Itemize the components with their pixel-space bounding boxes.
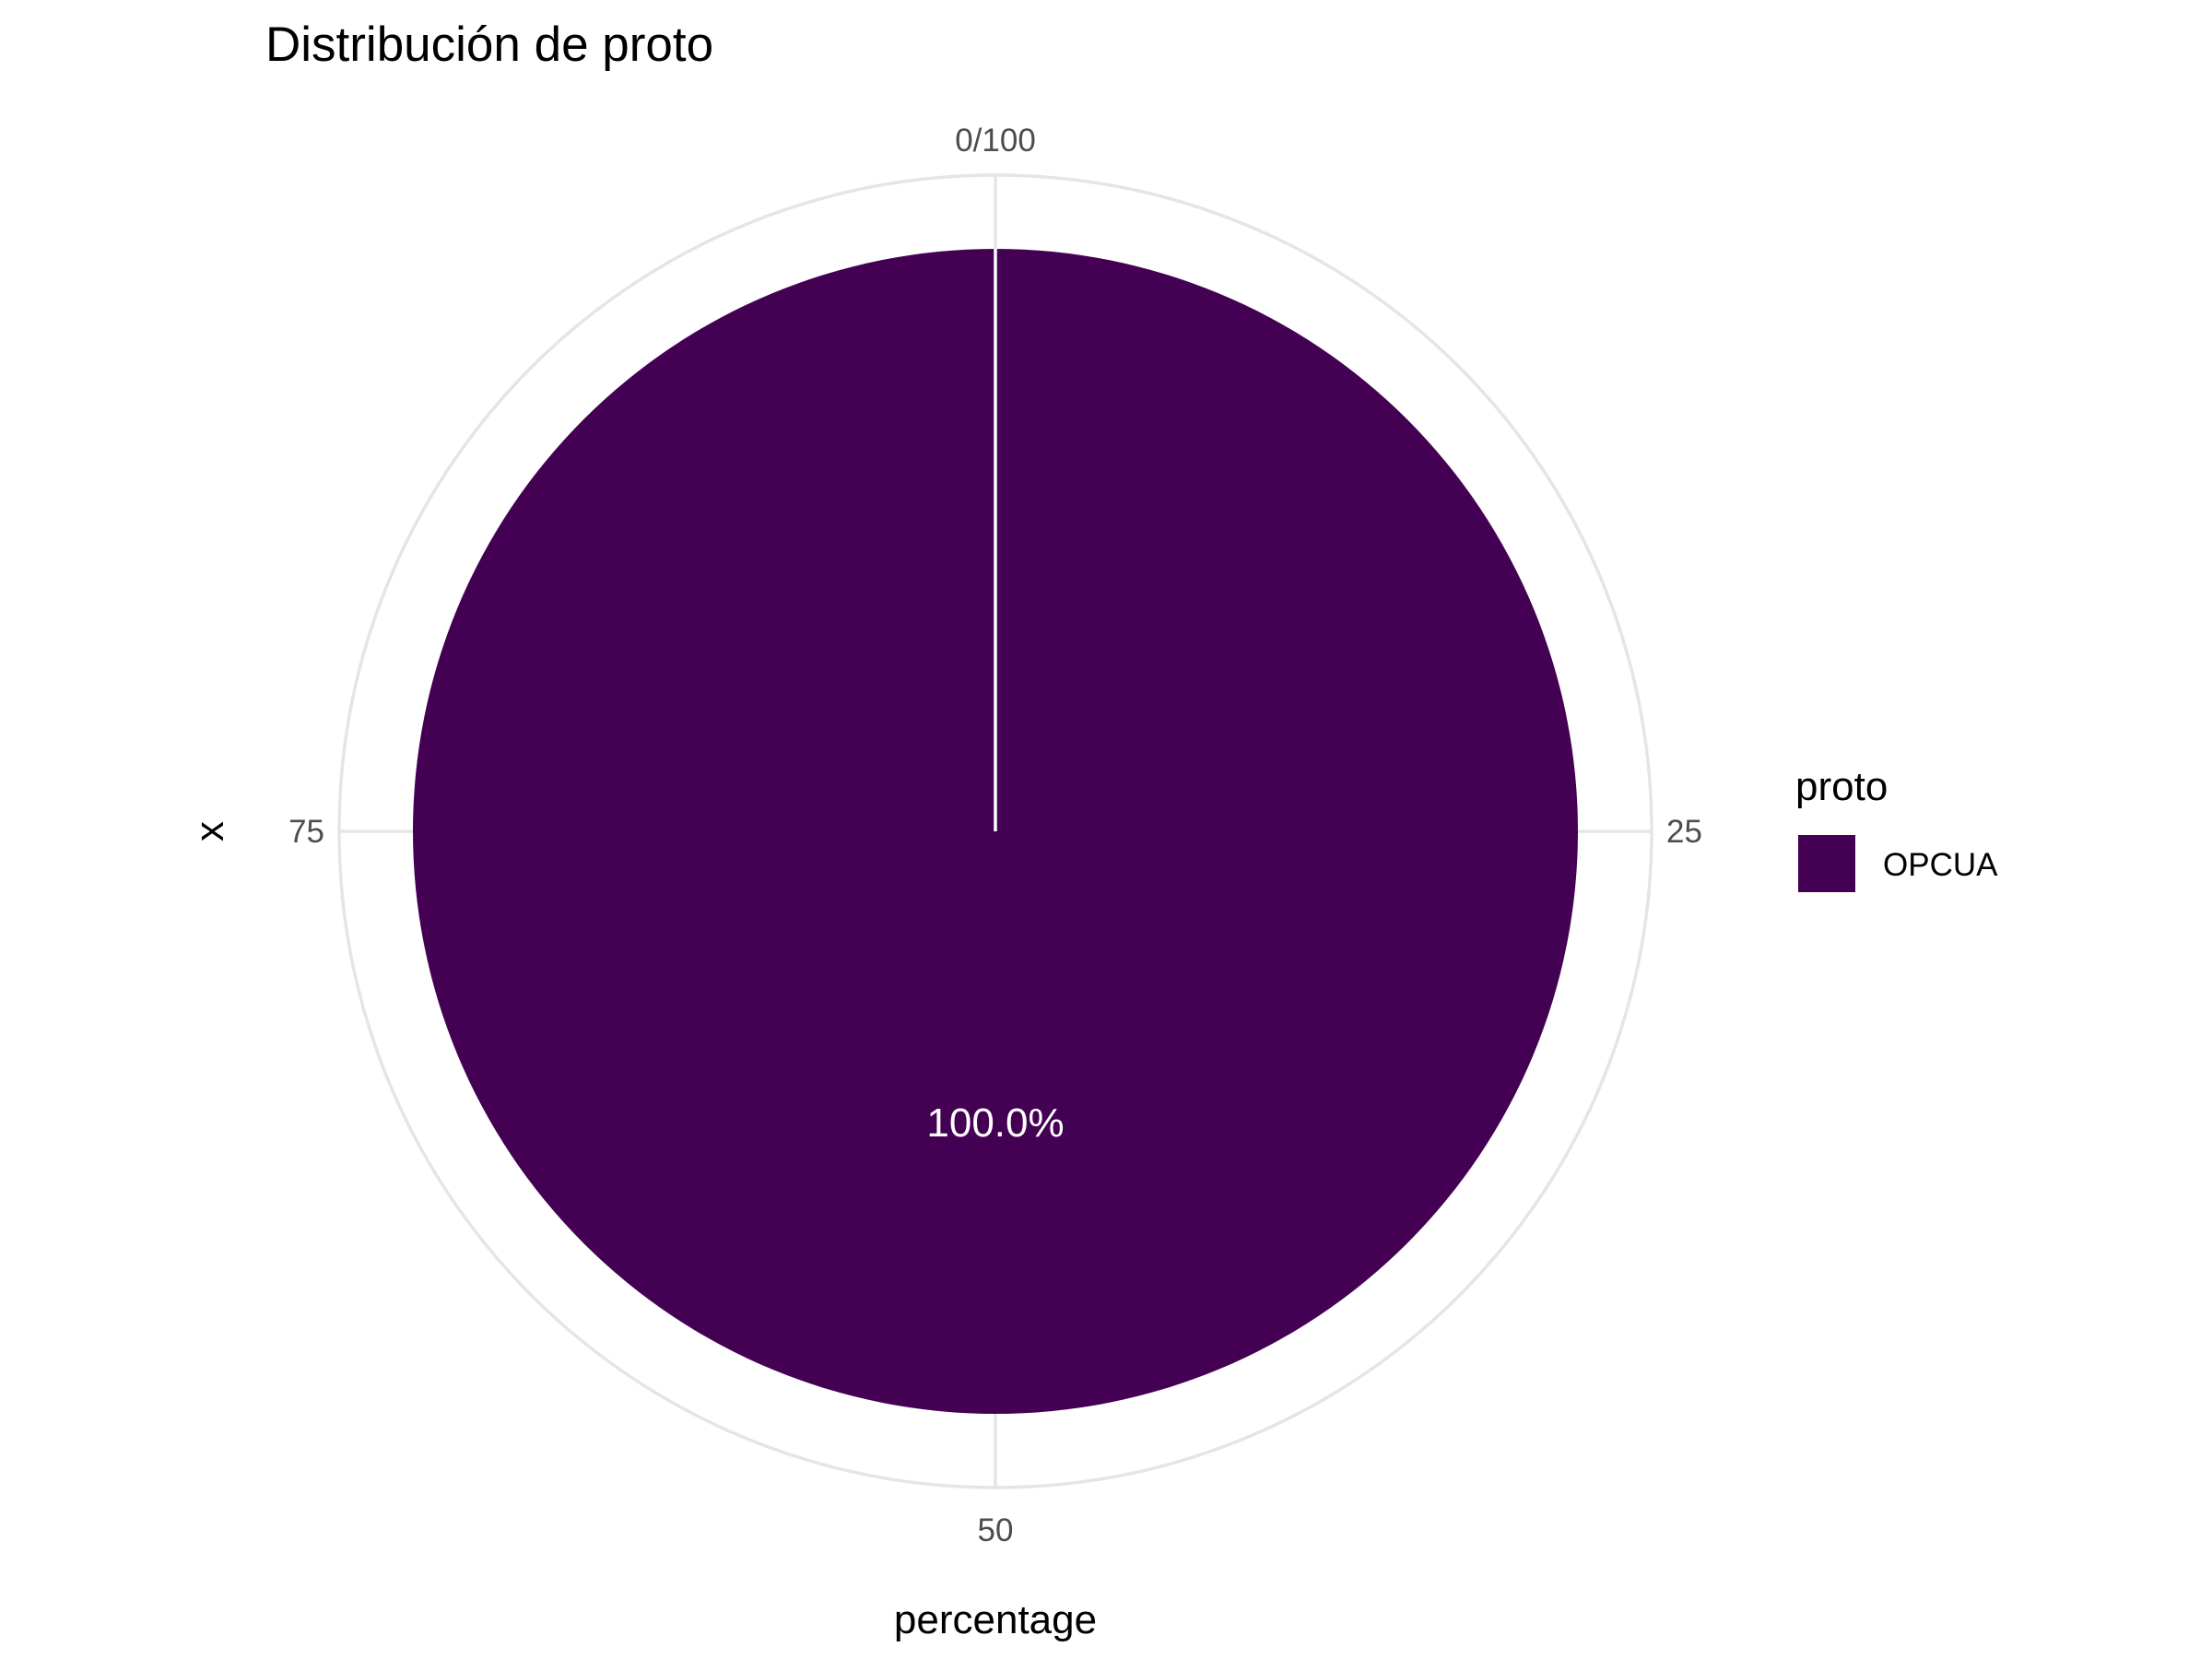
legend: proto OPCUA (1795, 764, 1998, 892)
legend-items: OPCUA (1798, 835, 1998, 892)
x-axis-title: percentage (894, 1597, 1097, 1642)
chart-title: Distribución de proto (265, 18, 713, 72)
slice-data-label: 100.0% (926, 1100, 1064, 1146)
theta-tick-label: 25 (1666, 814, 1702, 850)
legend-key (1798, 835, 1855, 892)
theta-tick-label: 0/100 (955, 123, 1036, 159)
y-axis-title: x (187, 821, 232, 841)
theta-tick-label: 75 (288, 814, 324, 850)
legend-label: OPCUA (1883, 847, 1998, 883)
theta-tick-label: 50 (978, 1512, 1014, 1548)
slice-data-labels: 100.0% (926, 1100, 1064, 1146)
pie-slices (413, 249, 1578, 1414)
legend-title: proto (1795, 764, 1888, 809)
